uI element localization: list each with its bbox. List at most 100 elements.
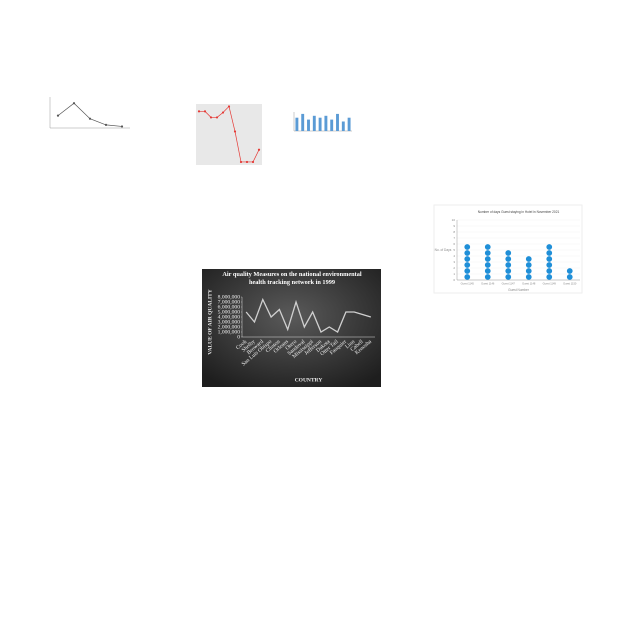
x-tick-label: Guest 1149 — [543, 282, 557, 286]
dot — [505, 262, 512, 268]
chart-panel — [202, 269, 381, 387]
y-tick-label: 7,000,000 — [218, 299, 241, 305]
y-tick-label: 8,000,000 — [218, 294, 241, 300]
dot — [464, 250, 471, 256]
dot — [505, 274, 512, 280]
dot — [546, 274, 553, 280]
bar — [324, 115, 328, 131]
line — [245, 297, 372, 333]
y-tick-label: 4,000,000 — [218, 314, 241, 320]
chart-title-box: Air quality Measures on the national env… — [222, 271, 362, 286]
y-tick-label: 6 — [453, 242, 455, 246]
dot-stack — [484, 244, 491, 280]
x-tick-label: Guest 1145 — [461, 282, 475, 286]
y-tick-label: 0 — [453, 278, 455, 282]
x-tick-label: Guest 1147 — [502, 282, 516, 286]
point — [104, 123, 108, 126]
dot-stack — [464, 244, 471, 280]
y-tick-label: 3 — [453, 260, 455, 264]
point — [209, 116, 213, 119]
chart-title: Number of days Guest staying in Hotel in… — [478, 210, 560, 214]
dot — [464, 274, 471, 280]
dot — [566, 268, 573, 274]
x-axis-label: Guest Number — [508, 288, 530, 292]
y-tick-label: 5,000,000 — [218, 309, 241, 315]
point — [257, 148, 261, 151]
y-tick-label: 1,000,000 — [218, 329, 241, 335]
x-axis-label: COUNTRY — [295, 377, 323, 383]
bar — [341, 121, 345, 131]
x-tick-label: Guest 1148 — [522, 282, 536, 286]
point — [203, 110, 207, 113]
x-tick-label: Guest 1150 — [563, 282, 577, 286]
y-tick-label: 6,000,000 — [218, 304, 241, 310]
dot — [525, 274, 532, 280]
dot — [464, 244, 471, 250]
dot — [525, 256, 532, 262]
dot — [505, 250, 512, 256]
y-tick-label: 5 — [453, 248, 455, 252]
bar — [318, 117, 322, 131]
dot — [484, 244, 491, 250]
y-axis-label: VALUE OF AIR QUALITY — [207, 289, 213, 355]
dot — [484, 262, 491, 268]
y-tick-label: 10 — [452, 218, 456, 222]
point — [221, 111, 225, 114]
dot — [505, 256, 512, 262]
x-tick-label: Guest 1146 — [481, 282, 495, 286]
line — [57, 102, 123, 127]
dot — [464, 256, 471, 262]
dot — [484, 268, 491, 274]
y-tick-label: 0 — [237, 334, 240, 340]
dot — [546, 250, 553, 256]
dot — [525, 268, 532, 274]
y-tick-label: 7 — [453, 236, 455, 240]
point — [227, 105, 231, 108]
dot-stack — [505, 250, 512, 280]
y-tick-label: 1 — [453, 272, 455, 276]
point — [251, 160, 255, 164]
bar — [347, 117, 351, 131]
dot — [546, 262, 553, 268]
dot — [546, 244, 553, 250]
dot — [525, 262, 532, 268]
bar — [307, 119, 310, 131]
x-tick-label: Linn — [344, 339, 356, 351]
point — [233, 130, 237, 133]
dot — [464, 262, 471, 268]
bar — [301, 113, 305, 131]
dot — [484, 250, 491, 256]
bar — [336, 113, 339, 131]
y-tick-label: 3,000,000 — [218, 319, 241, 325]
bar — [312, 115, 316, 131]
y-tick-label: 4 — [453, 254, 455, 258]
plot-area — [196, 104, 262, 165]
y-tick-label: 8 — [453, 230, 455, 234]
dot — [546, 256, 553, 262]
y-tick-label: 2 — [453, 266, 455, 270]
dot — [546, 268, 553, 274]
dot — [566, 274, 573, 280]
dot — [464, 268, 471, 274]
point — [245, 160, 249, 164]
bar — [330, 119, 334, 131]
y-tick-label: 2,000,000 — [218, 324, 241, 330]
dot-stack — [525, 256, 532, 280]
point — [215, 116, 219, 119]
point — [88, 117, 92, 120]
point — [56, 114, 60, 117]
bar — [295, 117, 299, 131]
dot — [484, 274, 491, 280]
point — [120, 125, 124, 128]
chart-title: Air quality Measures on the national env… — [222, 271, 362, 286]
point — [72, 102, 76, 105]
point — [197, 110, 201, 113]
dot-stack — [546, 244, 553, 280]
dot — [484, 256, 491, 262]
y-tick-label: 9 — [453, 224, 455, 228]
point — [239, 160, 243, 164]
dot — [505, 268, 512, 274]
y-axis-label: No. of Days — [435, 248, 452, 252]
dot-stack — [566, 268, 573, 280]
